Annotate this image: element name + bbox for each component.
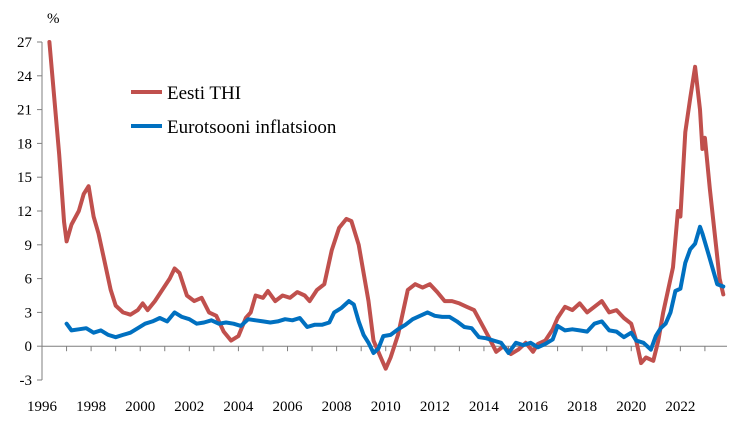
x-tick-label: 2010 — [371, 399, 401, 415]
x-tick-label: 2018 — [567, 399, 597, 415]
y-tick-label: 24 — [17, 69, 33, 85]
x-tick-label: 1996 — [27, 399, 58, 415]
x-tick-label: 2002 — [174, 399, 204, 415]
y-tick-label: -3 — [20, 373, 33, 389]
y-tick-label: 12 — [17, 204, 32, 220]
legend: Eesti THI Eurotsooni inflatsioon — [131, 83, 337, 138]
x-tick-label: 2014 — [469, 399, 500, 415]
x-tick-label: 2000 — [125, 399, 155, 415]
y-tick-labels: -3 0 3 6 9 12 15 18 21 24 27 — [17, 35, 33, 389]
x-tick-label: 2020 — [616, 399, 646, 415]
x-tick-label: 2012 — [420, 399, 450, 415]
y-tick-label: 21 — [17, 103, 32, 119]
y-tick-label: 3 — [25, 305, 33, 321]
series-line-eesti — [47, 40, 726, 371]
x-tick-label: 2006 — [273, 399, 304, 415]
x-tick-label: 2016 — [518, 399, 549, 415]
x-tick-label: 2004 — [223, 399, 254, 415]
y-tick-label: 27 — [17, 35, 33, 51]
y-tick-label: 15 — [17, 170, 32, 186]
y-unit-label: % — [47, 11, 60, 27]
x-tick-label: 2022 — [665, 399, 695, 415]
legend-label-euro: Eurotsooni inflatsioon — [167, 117, 337, 138]
y-tick-label: 0 — [25, 339, 33, 355]
x-tick-labels: 1996 1998 2000 2002 2004 2006 2008 2010 2012 2014… — [27, 399, 695, 415]
x-tick-label: 2008 — [322, 399, 352, 415]
y-tick-label: 6 — [25, 272, 33, 288]
legend-label-eesti: Eesti THI — [167, 83, 241, 104]
y-tick-label: 9 — [25, 238, 33, 254]
x-tick-label: 1998 — [76, 399, 106, 415]
series-lines — [47, 40, 726, 371]
y-tick-label: 18 — [17, 136, 32, 152]
series-line-euro — [64, 224, 726, 355]
